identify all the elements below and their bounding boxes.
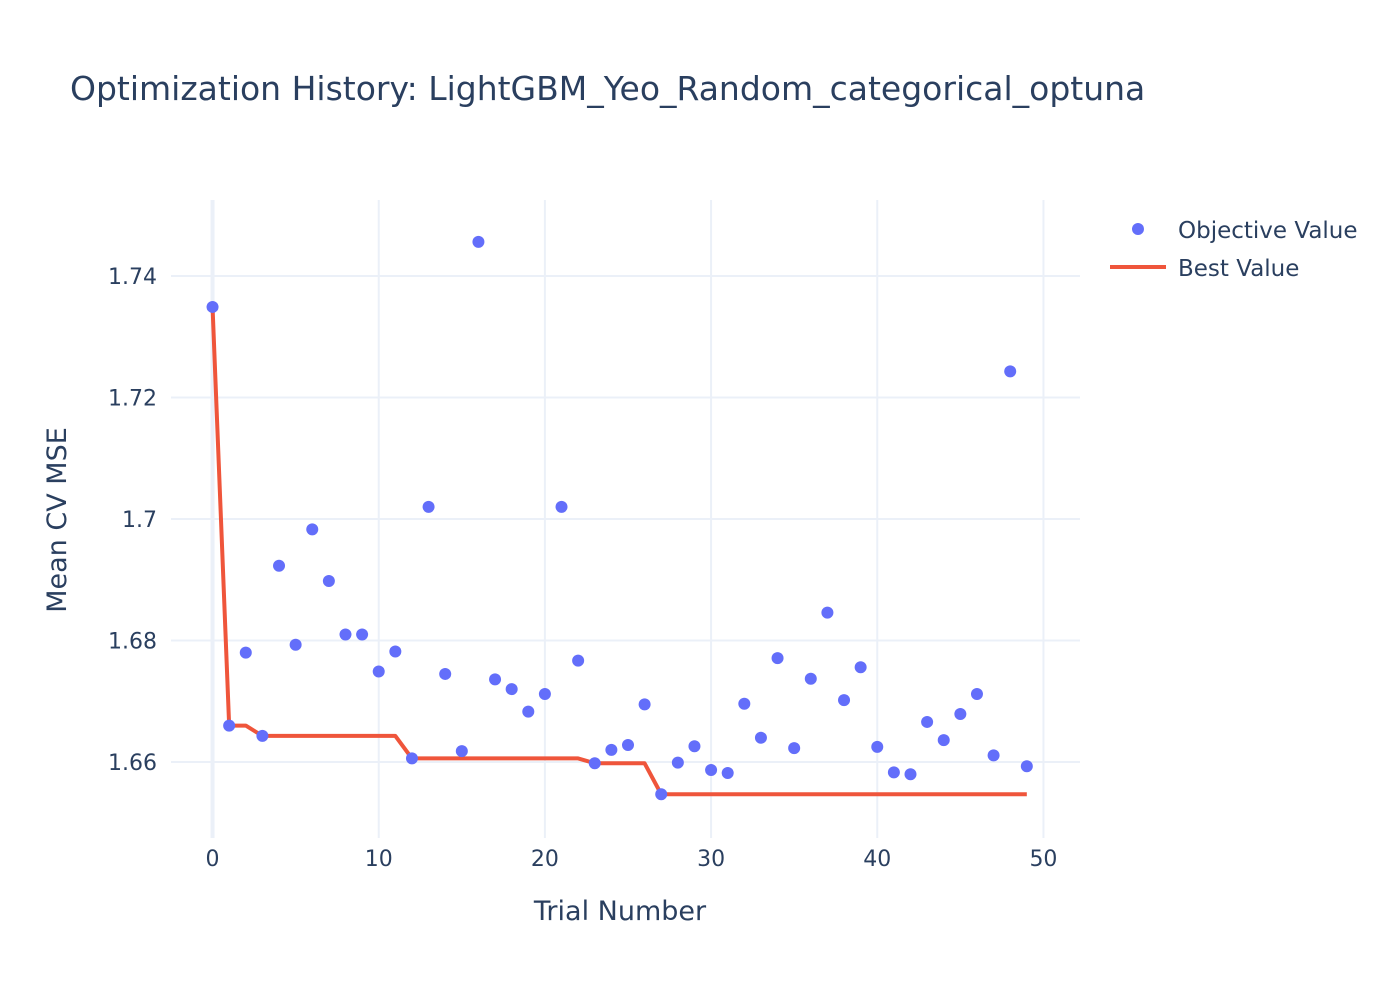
objective-value-point — [306, 523, 319, 536]
objective-value-point — [372, 665, 385, 678]
objective-value-point — [821, 606, 834, 619]
objective-value-point — [638, 698, 651, 711]
objective-value-point — [887, 766, 900, 779]
y-tick-label: 1.68 — [108, 630, 157, 655]
objective-value-point — [1004, 365, 1017, 378]
objective-value-point — [505, 683, 518, 696]
objective-value-point — [688, 740, 701, 753]
objective-value-point — [239, 646, 252, 659]
objective-value-point — [472, 235, 485, 248]
objective-value-point — [605, 743, 618, 756]
objective-value-point — [754, 731, 767, 744]
objective-value-point — [705, 763, 718, 776]
legend: Objective Value Best Value — [1110, 218, 1358, 282]
y-tick-label: 1.74 — [108, 265, 157, 290]
objective-value-point — [273, 559, 286, 572]
objective-value-point — [854, 661, 867, 674]
objective-value-point — [489, 673, 502, 686]
x-tick-label: 30 — [697, 847, 725, 872]
objective-value-point — [970, 687, 983, 700]
objective-value-point — [223, 719, 236, 732]
x-tick-label: 40 — [863, 847, 891, 872]
legend-label-objective-value: Objective Value — [1178, 218, 1358, 244]
objective-value-point — [455, 745, 468, 758]
best-value-line — [210, 306, 1027, 797]
objective-value-point — [954, 708, 967, 721]
objective-value-point — [538, 687, 551, 700]
objective-value-series — [206, 235, 1033, 801]
objective-value-point — [405, 752, 418, 765]
objective-value-point — [422, 500, 435, 513]
y-tick-label: 1.7 — [122, 508, 157, 533]
objective-value-point — [804, 672, 817, 685]
objective-value-point — [572, 654, 585, 667]
objective-value-point — [738, 697, 751, 710]
objective-value-point — [256, 729, 269, 742]
objective-value-point — [671, 756, 684, 769]
legend-marker-objective-value — [1132, 223, 1144, 235]
objective-value-point — [339, 628, 352, 641]
objective-value-point — [871, 740, 884, 753]
objective-value-point — [937, 734, 950, 747]
chart-title: Optimization History: LightGBM_Yeo_Rando… — [70, 69, 1145, 108]
legend-label-best-value: Best Value — [1178, 256, 1299, 282]
objective-value-point — [987, 749, 1000, 762]
x-tick-label: 0 — [206, 847, 220, 872]
objective-value-point — [439, 667, 452, 680]
objective-value-point — [555, 500, 568, 513]
objective-value-point — [389, 645, 402, 658]
objective-value-point — [838, 694, 851, 707]
objective-value-point — [788, 742, 801, 755]
x-axis-title: Trial Number — [533, 896, 707, 927]
grid-lines — [171, 200, 1080, 838]
objective-value-point — [322, 574, 335, 587]
objective-value-point — [655, 788, 668, 801]
objective-value-point — [522, 705, 535, 718]
tick-labels: 0 10 20 30 40 50 1.66 1.68 1.7 1.72 1.74 — [108, 265, 1057, 872]
y-tick-label: 1.66 — [108, 751, 157, 776]
objective-value-point — [721, 766, 734, 779]
objective-value-point — [1020, 760, 1033, 773]
objective-value-point — [921, 715, 934, 728]
y-axis-title: Mean CV MSE — [42, 427, 73, 613]
objective-value-point — [904, 768, 917, 781]
objective-value-point — [771, 652, 784, 665]
objective-value-point — [356, 628, 369, 641]
objective-value-point — [588, 757, 601, 770]
objective-value-point — [206, 300, 219, 313]
best-value-series — [210, 306, 1027, 797]
objective-value-point — [621, 739, 634, 752]
objective-value-point — [289, 638, 302, 651]
x-tick-label: 50 — [1029, 847, 1057, 872]
x-tick-label: 10 — [365, 847, 393, 872]
y-tick-label: 1.72 — [108, 386, 157, 411]
x-tick-label: 20 — [531, 847, 559, 872]
